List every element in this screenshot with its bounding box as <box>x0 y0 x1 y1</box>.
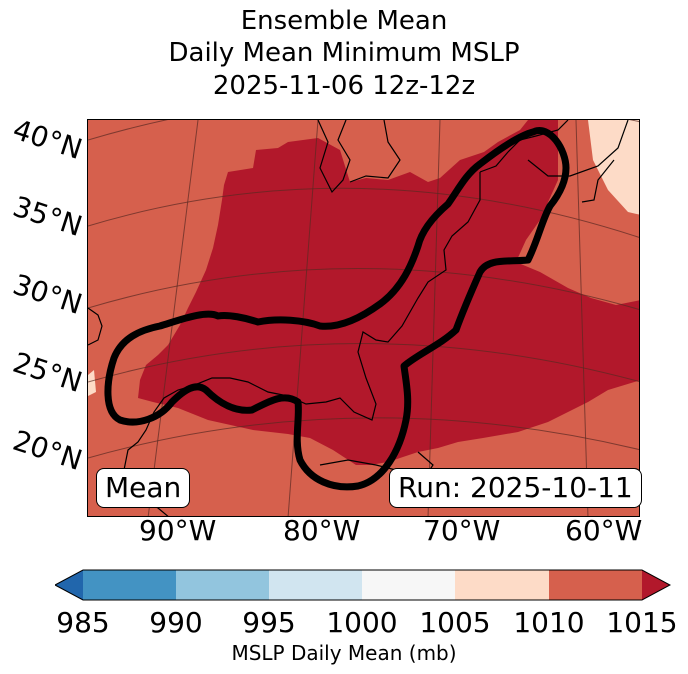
title-line-3: 2025-11-06 12z-12z <box>212 71 476 101</box>
colorbar-label: MSLP Daily Mean (mb) <box>231 641 457 665</box>
colorbar-extension-low <box>55 570 83 600</box>
colorbar-segment-995-1000 <box>269 570 362 600</box>
lon-label-80w: 80°W <box>283 514 361 547</box>
lat-label-25n: 25°N <box>8 345 87 400</box>
lon-label-90w: 90°W <box>139 514 217 547</box>
colorbar-segment-990-995 <box>176 570 269 600</box>
colorbar-segment-985-990 <box>83 570 176 600</box>
mslp-contour <box>104 127 570 491</box>
lat-label-35n: 35°N <box>8 189 87 244</box>
lon-label-70w: 70°W <box>423 514 501 547</box>
title-line-1: Ensemble Mean <box>240 6 448 36</box>
colorbar-outline <box>53 569 672 601</box>
mean-label-box: Mean <box>96 468 191 508</box>
colorbar-tick-985: 985 <box>56 606 110 639</box>
lat-label-20n: 20°N <box>8 423 87 478</box>
colorbar-tick-1015: 1015 <box>606 606 678 639</box>
colorbar-segment-1005-1010 <box>455 570 549 600</box>
map-panel <box>87 119 640 517</box>
field-1005-1010-ne <box>588 120 639 215</box>
lat-label-40n: 40°N <box>8 112 87 167</box>
colorbar <box>53 569 672 605</box>
lon-label-60w: 60°W <box>565 514 643 547</box>
colorbar-tick-1010: 1010 <box>513 606 585 639</box>
colorbar-segment-1010-1015 <box>549 570 642 600</box>
run-date-box: Run: 2025-10-11 <box>389 468 642 508</box>
colorbar-extension-high <box>642 570 670 600</box>
colorbar-tick-1000: 1000 <box>326 606 398 639</box>
lat-label-30n: 30°N <box>8 267 87 322</box>
title-line-2: Daily Mean Minimum MSLP <box>168 38 520 68</box>
colorbar-svg <box>53 569 672 601</box>
field-1005-1010-sw <box>88 370 96 396</box>
colorbar-tick-1005: 1005 <box>419 606 491 639</box>
map-canvas <box>88 120 639 516</box>
colorbar-tick-995: 995 <box>242 606 296 639</box>
colorbar-segment-1000-1005 <box>362 570 455 600</box>
colorbar-tick-990: 990 <box>149 606 203 639</box>
